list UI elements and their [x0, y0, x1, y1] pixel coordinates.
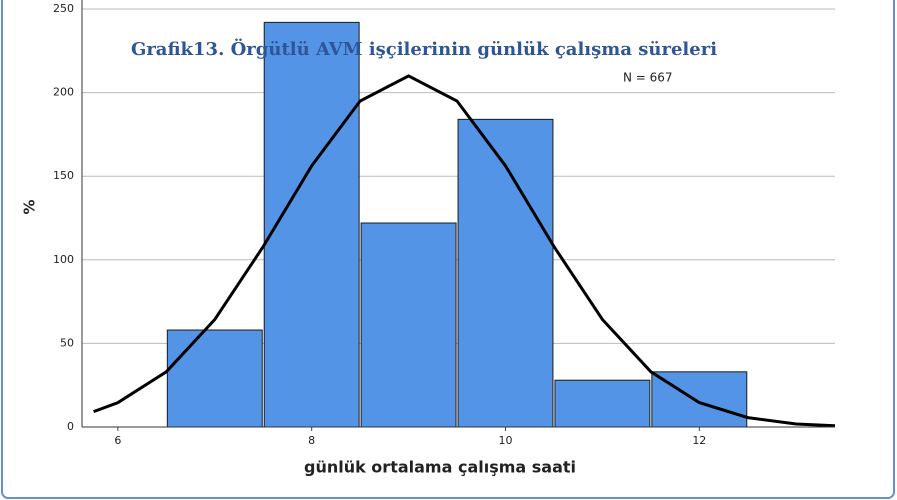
annotation: N = 667: [623, 71, 673, 85]
normal-curve: [93, 74, 836, 428]
bar: [263, 21, 360, 428]
y-tick-label: 250: [53, 2, 74, 15]
x-tick-label: 6: [114, 434, 121, 447]
y-tick-label: 200: [53, 86, 74, 99]
x-tick-label: 10: [499, 434, 513, 447]
y-tick-label: 50: [60, 336, 74, 349]
x-tick-label: 12: [692, 434, 706, 447]
chart-title: Grafik13. Örgütlü AVM işçilerinin günlük…: [131, 37, 717, 60]
bar: [554, 379, 651, 428]
y-axis-label: %: [21, 199, 39, 214]
bar: [457, 118, 554, 428]
y-tick-label: 150: [53, 169, 74, 182]
x-tick-label: 8: [308, 434, 315, 447]
plot: 0 50 100 150 200 250 6 8 10 12: [53, 0, 836, 447]
y-tick-label: 0: [67, 420, 74, 433]
x-axis-label: günlük ortalama çalışma saati: [304, 458, 576, 477]
y-tick-label: 100: [53, 253, 74, 266]
bar: [166, 329, 263, 428]
bar: [360, 222, 457, 428]
